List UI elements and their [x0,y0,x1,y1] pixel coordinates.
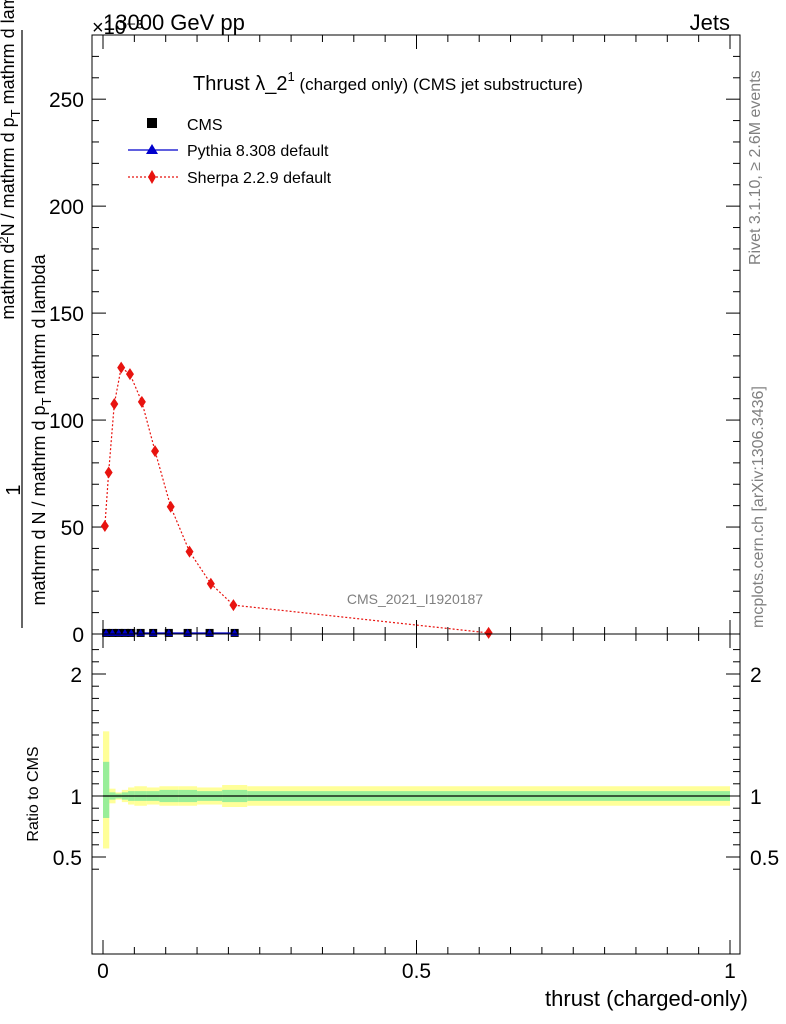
mcplots-label: mcplots.cern.ch [arXiv:1306.3436] [750,386,767,628]
main-y-ticks: 0 50 100 150 200 250 [49,55,740,647]
chart-title-rest: (charged only) (CMS jet substructure) [295,75,583,94]
y-label-numerator: 1 [3,484,25,495]
header-energy: 13000 GeV pp [103,10,245,35]
main-y-tick-label: 250 [49,89,84,112]
main-y-tick-label: 100 [49,410,84,433]
ratio-y-label: Ratio to CMS [25,746,42,841]
sherpa-line [104,366,489,634]
main-x-ticks [102,35,731,634]
sherpa-point [166,500,175,513]
main-panel: Thrust λ_21 (charged only) (CMS jet subs… [0,0,741,647]
main-y-tick-label: 0 [72,624,84,647]
legend-entry-cms: CMS [147,117,223,134]
ratio-y-tick-label-right: 0.5 [750,847,779,870]
sherpa-point [100,519,109,532]
main-y-tick-label: 150 [49,303,84,326]
chart-title-main: Thrust λ_2 [193,73,287,95]
legend: CMS Pythia 8.308 default Sherpa 2.2.9 de… [128,117,332,187]
ratio-y-tick-label-right: 2 [750,664,762,687]
x-tick-label: 0 [97,960,109,983]
y-label-line2: mathrm d2N / mathrm d pT mathrm d lambda [0,0,23,320]
main-y-tick-label: 50 [61,517,84,540]
analysis-watermark: CMS_2021_I1920187 [347,591,483,607]
legend-pythia-marker [146,144,158,154]
main-y-tick-label: 200 [49,196,84,219]
rivet-label: Rivet 3.1.10, ≥ 2.6M events [747,70,764,265]
sherpa-point [185,545,194,558]
chart-title: Thrust λ_21 (charged only) (CMS jet subs… [193,69,583,95]
legend-entry-pythia: Pythia 8.308 default [128,143,329,160]
x-tick-label: 0.5 [402,960,431,983]
y-exponent: ×10⁻³ [92,17,143,39]
x-tick-label: 1 [724,960,736,983]
y-label-line1: mathrm d N / mathrm d pTmathrm d lambda [29,253,54,605]
sherpa-point [206,577,215,590]
sherpa-point [110,398,119,411]
ratio-y-tick-label-right: 1 [750,786,762,809]
sherpa-point [117,361,126,374]
sherpa-point [104,466,113,479]
ratio-panel: 0.5 0.51 12 2 0 0.5 1 Ratio to CMS thrust (ch… [25,633,779,1011]
legend-entry-sherpa: Sherpa 2.2.9 default [128,170,332,187]
legend-cms-marker [147,118,157,128]
ratio-x-ticks: 0 0.5 1 [97,634,736,983]
ratio-bands [103,731,730,849]
sherpa-point [484,626,493,639]
y-axis-label: 1 mathrm d N / mathrm d pTmathrm d lambd… [0,0,54,628]
sherpa-point [151,445,160,458]
legend-sherpa-label: Sherpa 2.2.9 default [187,170,332,187]
sherpa-point [125,368,134,381]
sherpa-point [137,395,146,408]
ratio-y-ticks: 0.5 0.5 1 1 2 2 [53,649,779,870]
x-axis-label: thrust (charged-only) [545,986,748,1011]
ratio-y-tick-label: 0.5 [53,847,82,870]
chart-title-sup: 1 [287,69,294,84]
ratio-y-tick-label: 2 [70,664,82,687]
header-process: Jets [690,10,730,35]
legend-sherpa-marker [148,170,156,184]
legend-pythia-label: Pythia 8.308 default [187,143,329,160]
sherpa-point [229,599,238,612]
ratio-y-tick-label: 1 [70,786,82,809]
ratio-band-green [103,761,110,818]
legend-cms-label: CMS [187,117,223,134]
